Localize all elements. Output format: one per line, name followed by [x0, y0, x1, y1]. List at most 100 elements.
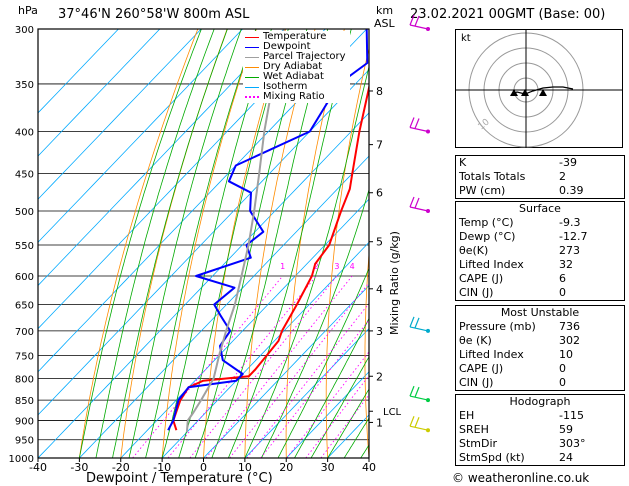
km-tick-label: 1	[376, 416, 383, 429]
x-tick-label: 10	[238, 461, 252, 474]
stmdir-label: StmDir	[459, 437, 498, 450]
wind-barb-flag	[414, 118, 420, 129]
pressure-tick-label: 950	[15, 436, 34, 447]
hodograph-unit: kt	[461, 33, 471, 44]
wind-barb-flag	[409, 415, 415, 427]
mu-pressure-label: Pressure (mb)	[459, 320, 536, 333]
wet-adiabat	[128, 29, 242, 458]
legend-swatch	[245, 56, 259, 58]
mu-cin-value: 0	[559, 376, 566, 389]
surface-thetae-label: θe(K)	[459, 244, 489, 257]
mixing-ratio-label: 3	[334, 262, 339, 271]
legend-swatch	[245, 46, 259, 48]
legend-label: Dewpoint	[263, 41, 311, 52]
wet-adiabat	[227, 29, 352, 458]
legend-item: Dewpoint	[245, 42, 346, 52]
mixing-ratio-line	[305, 374, 369, 458]
km-tick-label: 7	[376, 139, 383, 152]
wet-adiabat	[161, 29, 272, 458]
legend-label: Temperature	[263, 31, 327, 42]
wind-barb	[409, 425, 429, 431]
mixing-ratio-line	[167, 275, 317, 458]
km-tick-label: 3	[376, 325, 383, 338]
wet-adiabat	[211, 29, 329, 458]
dry-adiabat	[161, 29, 257, 458]
mixing-ratio-line	[260, 319, 369, 458]
dry-adiabat	[403, 29, 433, 458]
wind-barb	[409, 395, 429, 401]
wind-barb-flag	[409, 117, 415, 128]
mixing-ratio-label: 20	[441, 262, 451, 271]
pressure-tick-label: 350	[15, 80, 34, 91]
indices-table: K -39 Totals Totals 2 PW (cm) 0.39	[455, 155, 625, 199]
asl-label: ASL	[374, 17, 395, 30]
dry-adiabat	[203, 29, 287, 458]
pressure-tick-label: 600	[15, 272, 34, 283]
surface-thetae-value: 273	[559, 244, 580, 257]
wind-barb-dot	[426, 129, 430, 134]
isotherm	[120, 198, 369, 458]
wind-barb-flag	[409, 385, 415, 397]
stmspd-value: 24	[559, 451, 573, 464]
legend-label: Wet Adiabat	[263, 71, 324, 82]
wind-barb-dot	[426, 428, 430, 433]
location-label: 37°46'N 260°58'W 800m ASL	[58, 7, 250, 22]
wind-barb-dot	[426, 328, 430, 333]
wind-barb	[409, 206, 429, 212]
x-tick-label: 20	[279, 461, 293, 474]
mixing-ratio-line	[205, 275, 353, 458]
series-parcel-trajectory	[185, 29, 285, 433]
pressure-tick-label: 900	[15, 417, 34, 428]
hpa-label: hPa	[18, 4, 38, 17]
legend-swatch	[245, 96, 259, 98]
km-tick-label: 4	[376, 283, 383, 296]
hodograph-trace	[510, 86, 574, 96]
pw-value: 0.39	[559, 184, 584, 197]
wind-barb-flag	[414, 386, 420, 398]
hodo-title: Hodograph	[509, 395, 571, 408]
x-tick-label: 40	[362, 461, 376, 474]
pressure-tick-label: 400	[15, 128, 34, 139]
isotherm	[38, 29, 243, 243]
km-tick-label: 5	[376, 236, 383, 249]
mixing-ratio-label: 4	[350, 262, 355, 271]
pressure-tick-label: 700	[15, 327, 34, 338]
legend-swatch	[245, 86, 259, 88]
series-dewpoint	[167, 29, 369, 431]
lcl-label: LCL	[383, 407, 402, 418]
pressure-tick-label: 650	[15, 301, 34, 312]
x-tick-label: -20	[112, 461, 130, 474]
surface-dewp-label: Dewp (°C)	[459, 230, 516, 243]
legend-item: Dry Adiabat	[245, 62, 346, 72]
wind-barb-flag	[414, 416, 420, 428]
isotherm	[38, 29, 285, 287]
legend-swatch	[245, 76, 259, 78]
copyright: © weatheronline.co.uk	[452, 471, 590, 485]
surface-li-value: 32	[559, 258, 573, 271]
km-tick-label: 6	[376, 187, 383, 200]
wind-barb	[409, 326, 429, 332]
wind-barb-flag	[409, 196, 415, 208]
legend-item: Temperature	[245, 32, 346, 42]
x-tick-label: -40	[29, 461, 47, 474]
x-tick-label: 30	[321, 461, 335, 474]
surface-table: Surface Temp (°C) -9.3 Dewp (°C) -12.7 θe(…	[455, 201, 625, 301]
mu-li-value: 10	[559, 348, 573, 361]
mixing-ratio-label: 1	[280, 262, 285, 271]
datetime-label: 23.02.2021 00GMT (Base: 00)	[410, 7, 606, 22]
wet-adiabat	[145, 29, 257, 458]
x-tick-label: 0	[200, 461, 207, 474]
pressure-tick-label: 550	[15, 241, 34, 252]
wet-adiabat	[277, 267, 369, 458]
totals-label: Totals Totals	[459, 170, 526, 183]
x-tick-label: -30	[70, 461, 88, 474]
mu-li-label: Lifted Index	[459, 348, 524, 361]
isotherm	[38, 29, 161, 157]
legend-item: Mixing Ratio	[245, 92, 346, 102]
wind-barb-flag	[409, 14, 415, 26]
surface-dewp-value: -12.7	[559, 230, 588, 243]
dry-adiabat	[79, 29, 199, 458]
x-tick-label: -10	[153, 461, 171, 474]
surface-cin-value: 0	[559, 286, 566, 299]
hodograph-stats-table: Hodograph EH -115 SREH 59 StmDir 303° StmSp…	[455, 394, 625, 466]
